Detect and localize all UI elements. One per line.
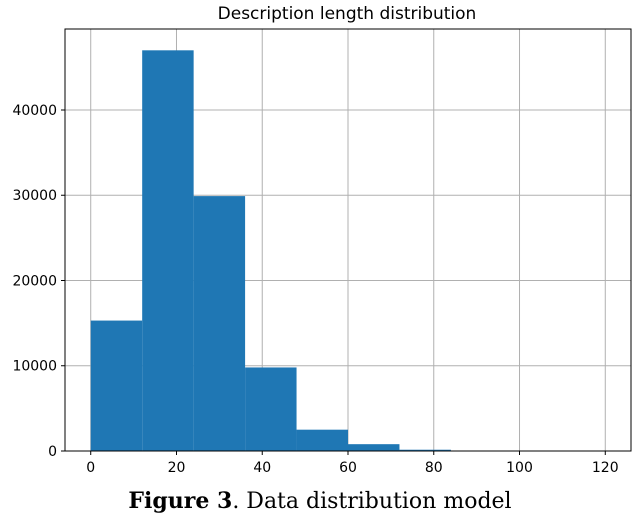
caption-label: Figure 3	[128, 488, 232, 514]
figure-caption: Figure 3. Data distribution model	[0, 489, 640, 514]
histogram-bar	[245, 367, 296, 451]
histogram-bar	[297, 430, 348, 451]
y-tick-label: 30000	[12, 188, 57, 204]
y-tick-label: 10000	[12, 359, 57, 375]
y-tick-label: 20000	[12, 273, 57, 289]
y-tick-label: 40000	[12, 103, 57, 119]
x-tick-label: 0	[86, 460, 95, 476]
histogram-bar	[142, 50, 193, 451]
histogram-bar	[348, 444, 399, 451]
x-tick-label: 40	[253, 460, 271, 476]
x-tick-label: 120	[592, 460, 619, 476]
x-tick-label: 100	[506, 460, 533, 476]
x-tick-label: 20	[168, 460, 186, 476]
caption-text: . Data distribution model	[232, 489, 511, 514]
chart-title: Description length distribution	[218, 4, 477, 24]
x-tick-label: 80	[425, 460, 443, 476]
x-tick-label: 60	[339, 460, 357, 476]
histogram-bar	[91, 321, 142, 451]
y-tick-label: 0	[48, 444, 57, 460]
histogram-bar	[194, 196, 245, 451]
